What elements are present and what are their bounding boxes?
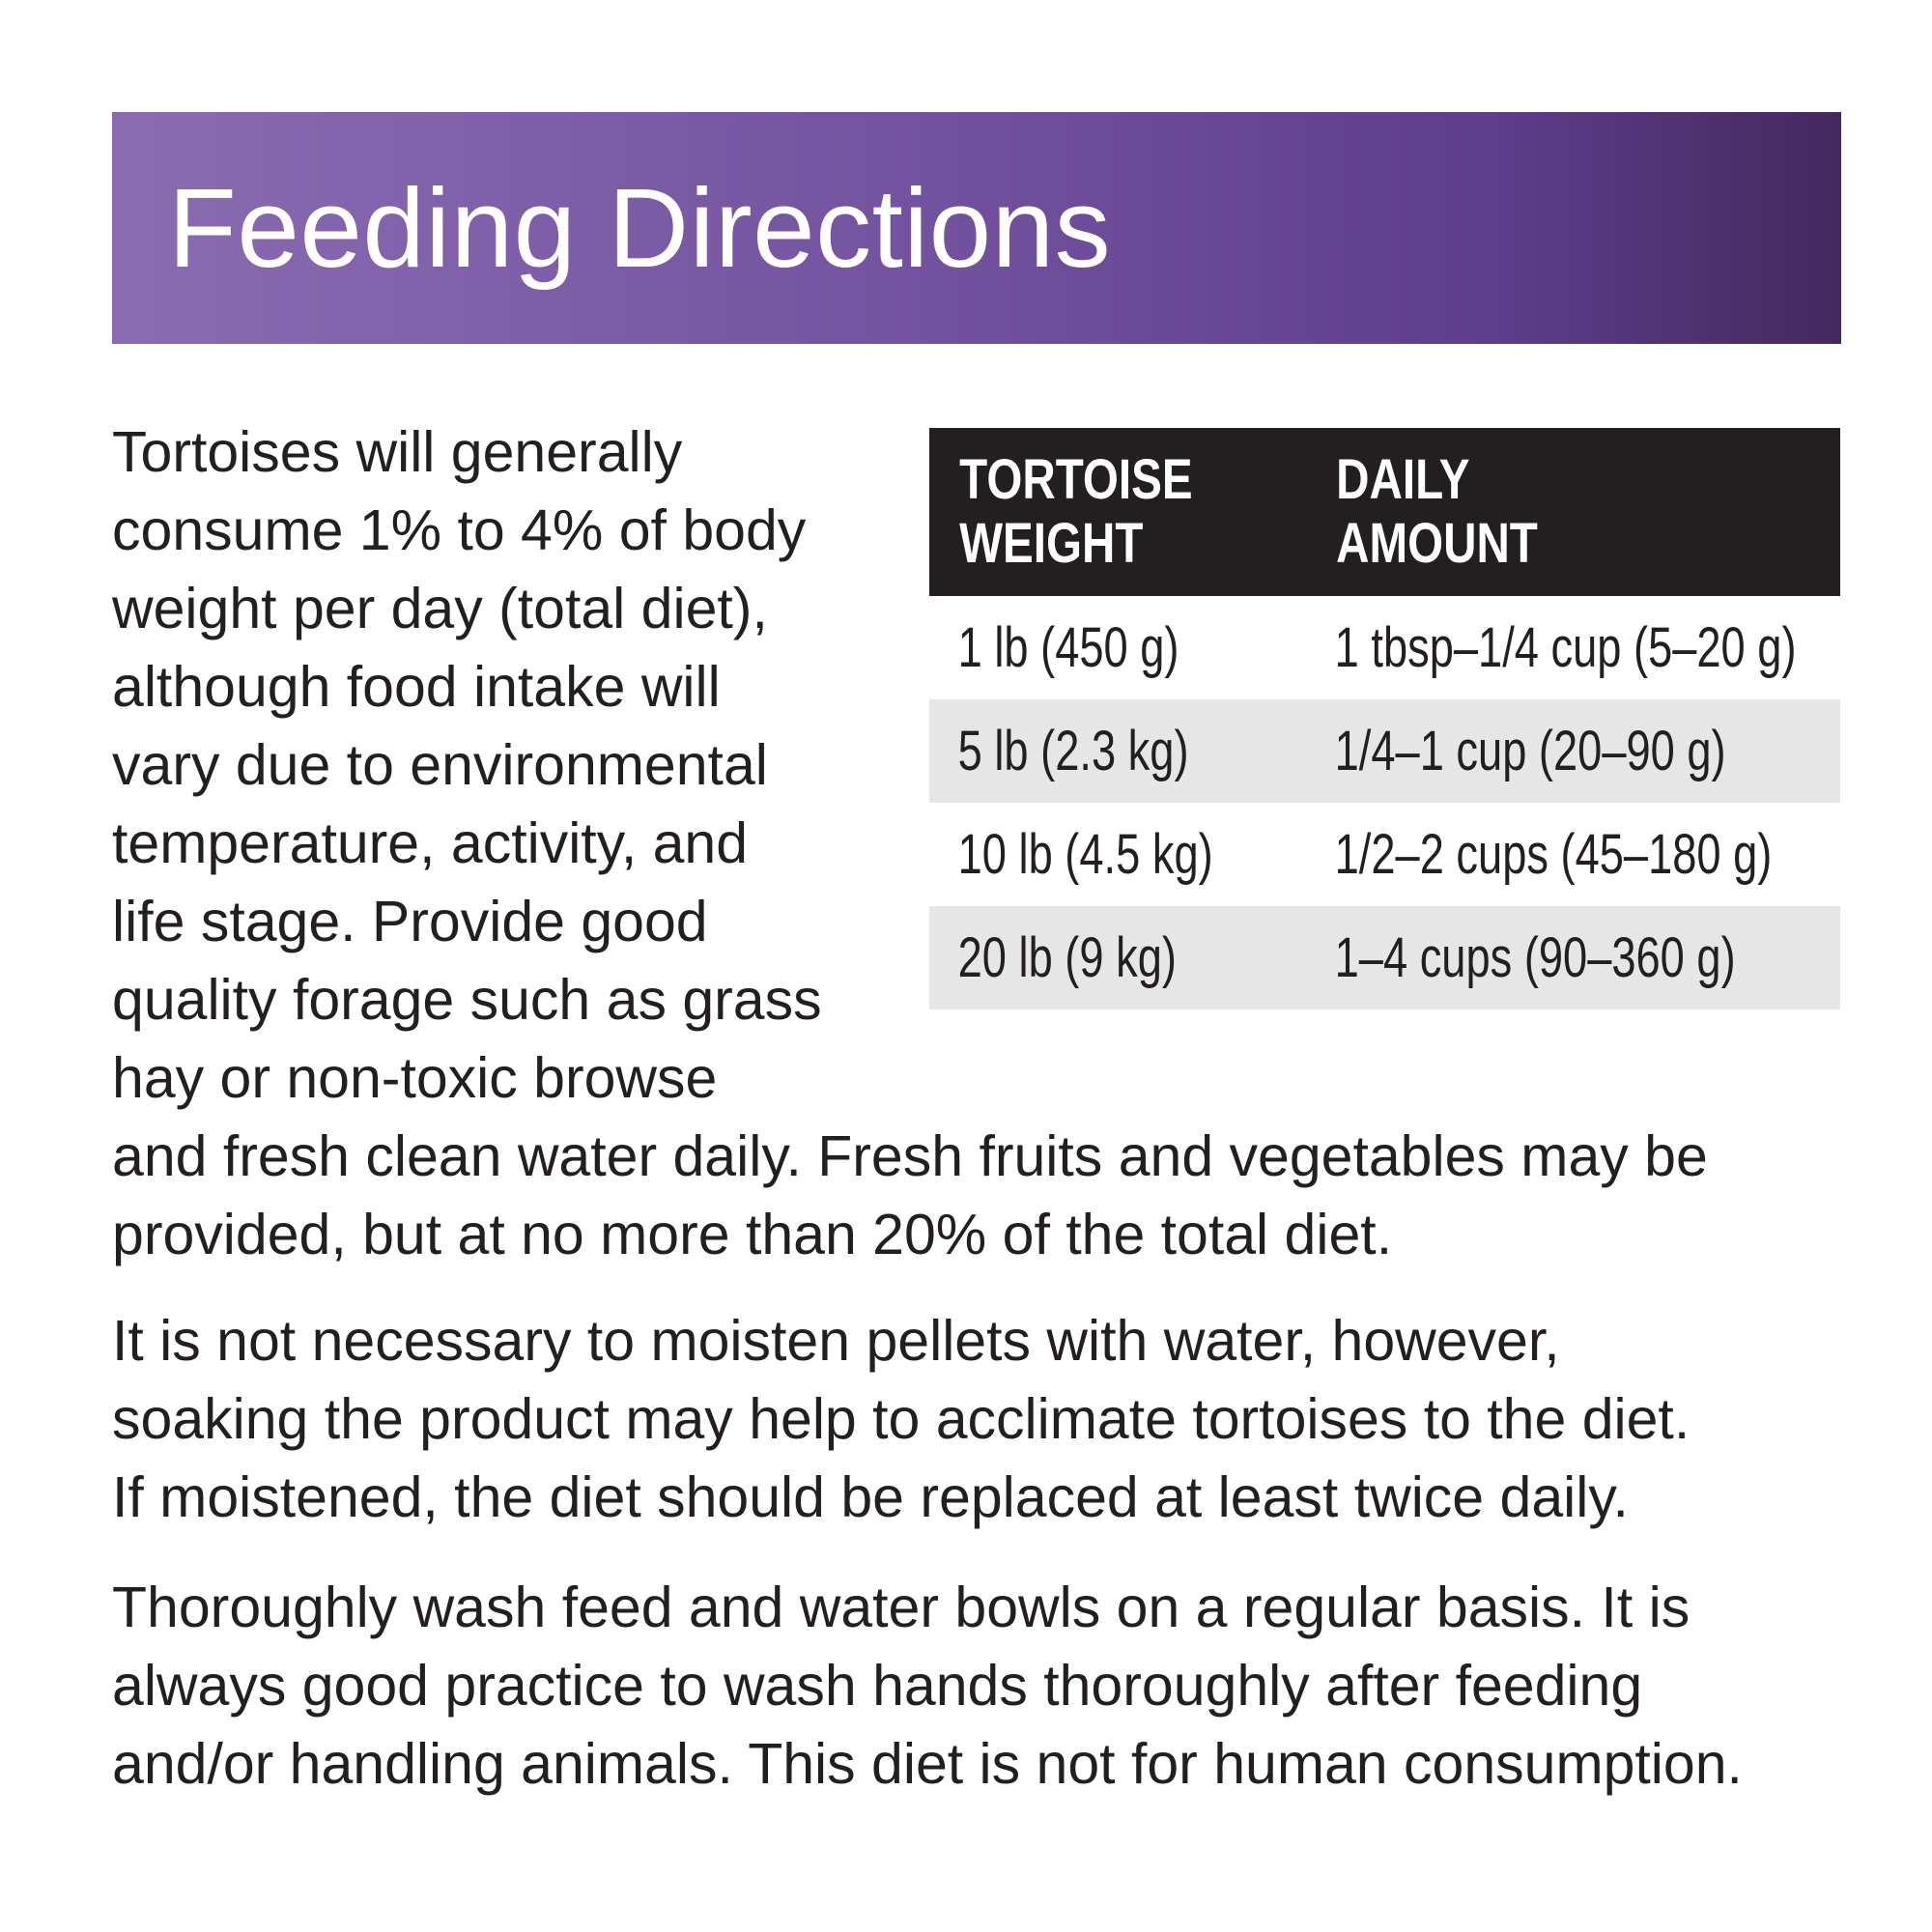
column-header-line: TORTOISE xyxy=(959,448,1193,511)
text-line: life stage. Provide good xyxy=(112,890,708,953)
page-title: Feeding Directions xyxy=(168,165,1112,291)
text-line: If moistened, the diet should be replace… xyxy=(112,1465,1629,1529)
weight-cell: 10 lb (4.5 kg) xyxy=(957,823,1213,886)
text-line: weight per day (total diet), xyxy=(112,577,768,640)
amount-cell: 1–4 cups (90–360 g) xyxy=(1334,926,1736,989)
text-line: soaking the product may help to acclimat… xyxy=(112,1387,1690,1451)
table-row: 5 lb (2.3 kg) 1/4–1 cup (20–90 g) xyxy=(929,699,1840,803)
text-line: It is not necessary to moisten pellets w… xyxy=(112,1309,1560,1373)
amount-cell: 1 tbsp–1/4 cup (5–20 g) xyxy=(1334,616,1797,679)
text-line: consume 1% to 4% of body xyxy=(112,498,807,562)
weight-cell: 1 lb (450 g) xyxy=(957,616,1179,679)
table-row: 1 lb (450 g) 1 tbsp–1/4 cup (5–20 g) xyxy=(929,596,1840,699)
text-line: Thoroughly wash feed and water bowls on … xyxy=(112,1576,1690,1639)
feeding-table: TORTOISE WEIGHT DAILY AMOUNT 1 lb (450 g… xyxy=(929,428,1840,1009)
table-row: 10 lb (4.5 kg) 1/2–2 cups (45–180 g) xyxy=(929,803,1840,906)
intro-paragraph: Tortoises will generally consume 1% to 4… xyxy=(112,413,1708,1274)
text-line: always good practice to wash hands thoro… xyxy=(112,1654,1643,1718)
column-header-daily-amount: DAILY AMOUNT xyxy=(1306,428,1744,596)
text-line: temperature, activity, and xyxy=(112,811,749,875)
header-banner: Feeding Directions xyxy=(112,112,1841,344)
text-line: hay or non-toxic browse xyxy=(112,1046,718,1110)
hygiene-paragraph: Thoroughly wash feed and water bowls on … xyxy=(112,1569,1743,1804)
feeding-table-body: 1 lb (450 g) 1 tbsp–1/4 cup (5–20 g) 5 l… xyxy=(929,596,1840,1009)
weight-cell: 5 lb (2.3 kg) xyxy=(957,720,1189,782)
text-line: and/or handling animals. This diet is no… xyxy=(112,1732,1743,1796)
amount-cell: 1/2–2 cups (45–180 g) xyxy=(1334,823,1773,886)
column-header-line: AMOUNT xyxy=(1336,512,1538,575)
column-header-tortoise-weight: TORTOISE WEIGHT xyxy=(929,428,1238,596)
column-header-line: DAILY xyxy=(1336,448,1470,511)
weight-cell: 20 lb (9 kg) xyxy=(957,926,1177,989)
feeding-table-header: TORTOISE WEIGHT DAILY AMOUNT xyxy=(929,428,1840,596)
moisten-paragraph: It is not necessary to moisten pellets w… xyxy=(112,1302,1690,1537)
text-line: although food intake will xyxy=(112,655,721,719)
text-line: Tortoises will generally xyxy=(112,420,683,484)
table-row: 20 lb (9 kg) 1–4 cups (90–360 g) xyxy=(929,906,1840,1009)
amount-cell: 1/4–1 cup (20–90 g) xyxy=(1334,720,1726,782)
table-header-row: TORTOISE WEIGHT DAILY AMOUNT xyxy=(929,428,1840,596)
text-line: quality forage such as grass xyxy=(112,968,822,1032)
text-line: provided, but at no more than 20% of the… xyxy=(112,1203,1393,1266)
column-header-line: WEIGHT xyxy=(959,512,1144,575)
text-line: and fresh clean water daily. Fresh fruit… xyxy=(112,1124,1708,1188)
text-line: vary due to environmental xyxy=(112,733,768,797)
